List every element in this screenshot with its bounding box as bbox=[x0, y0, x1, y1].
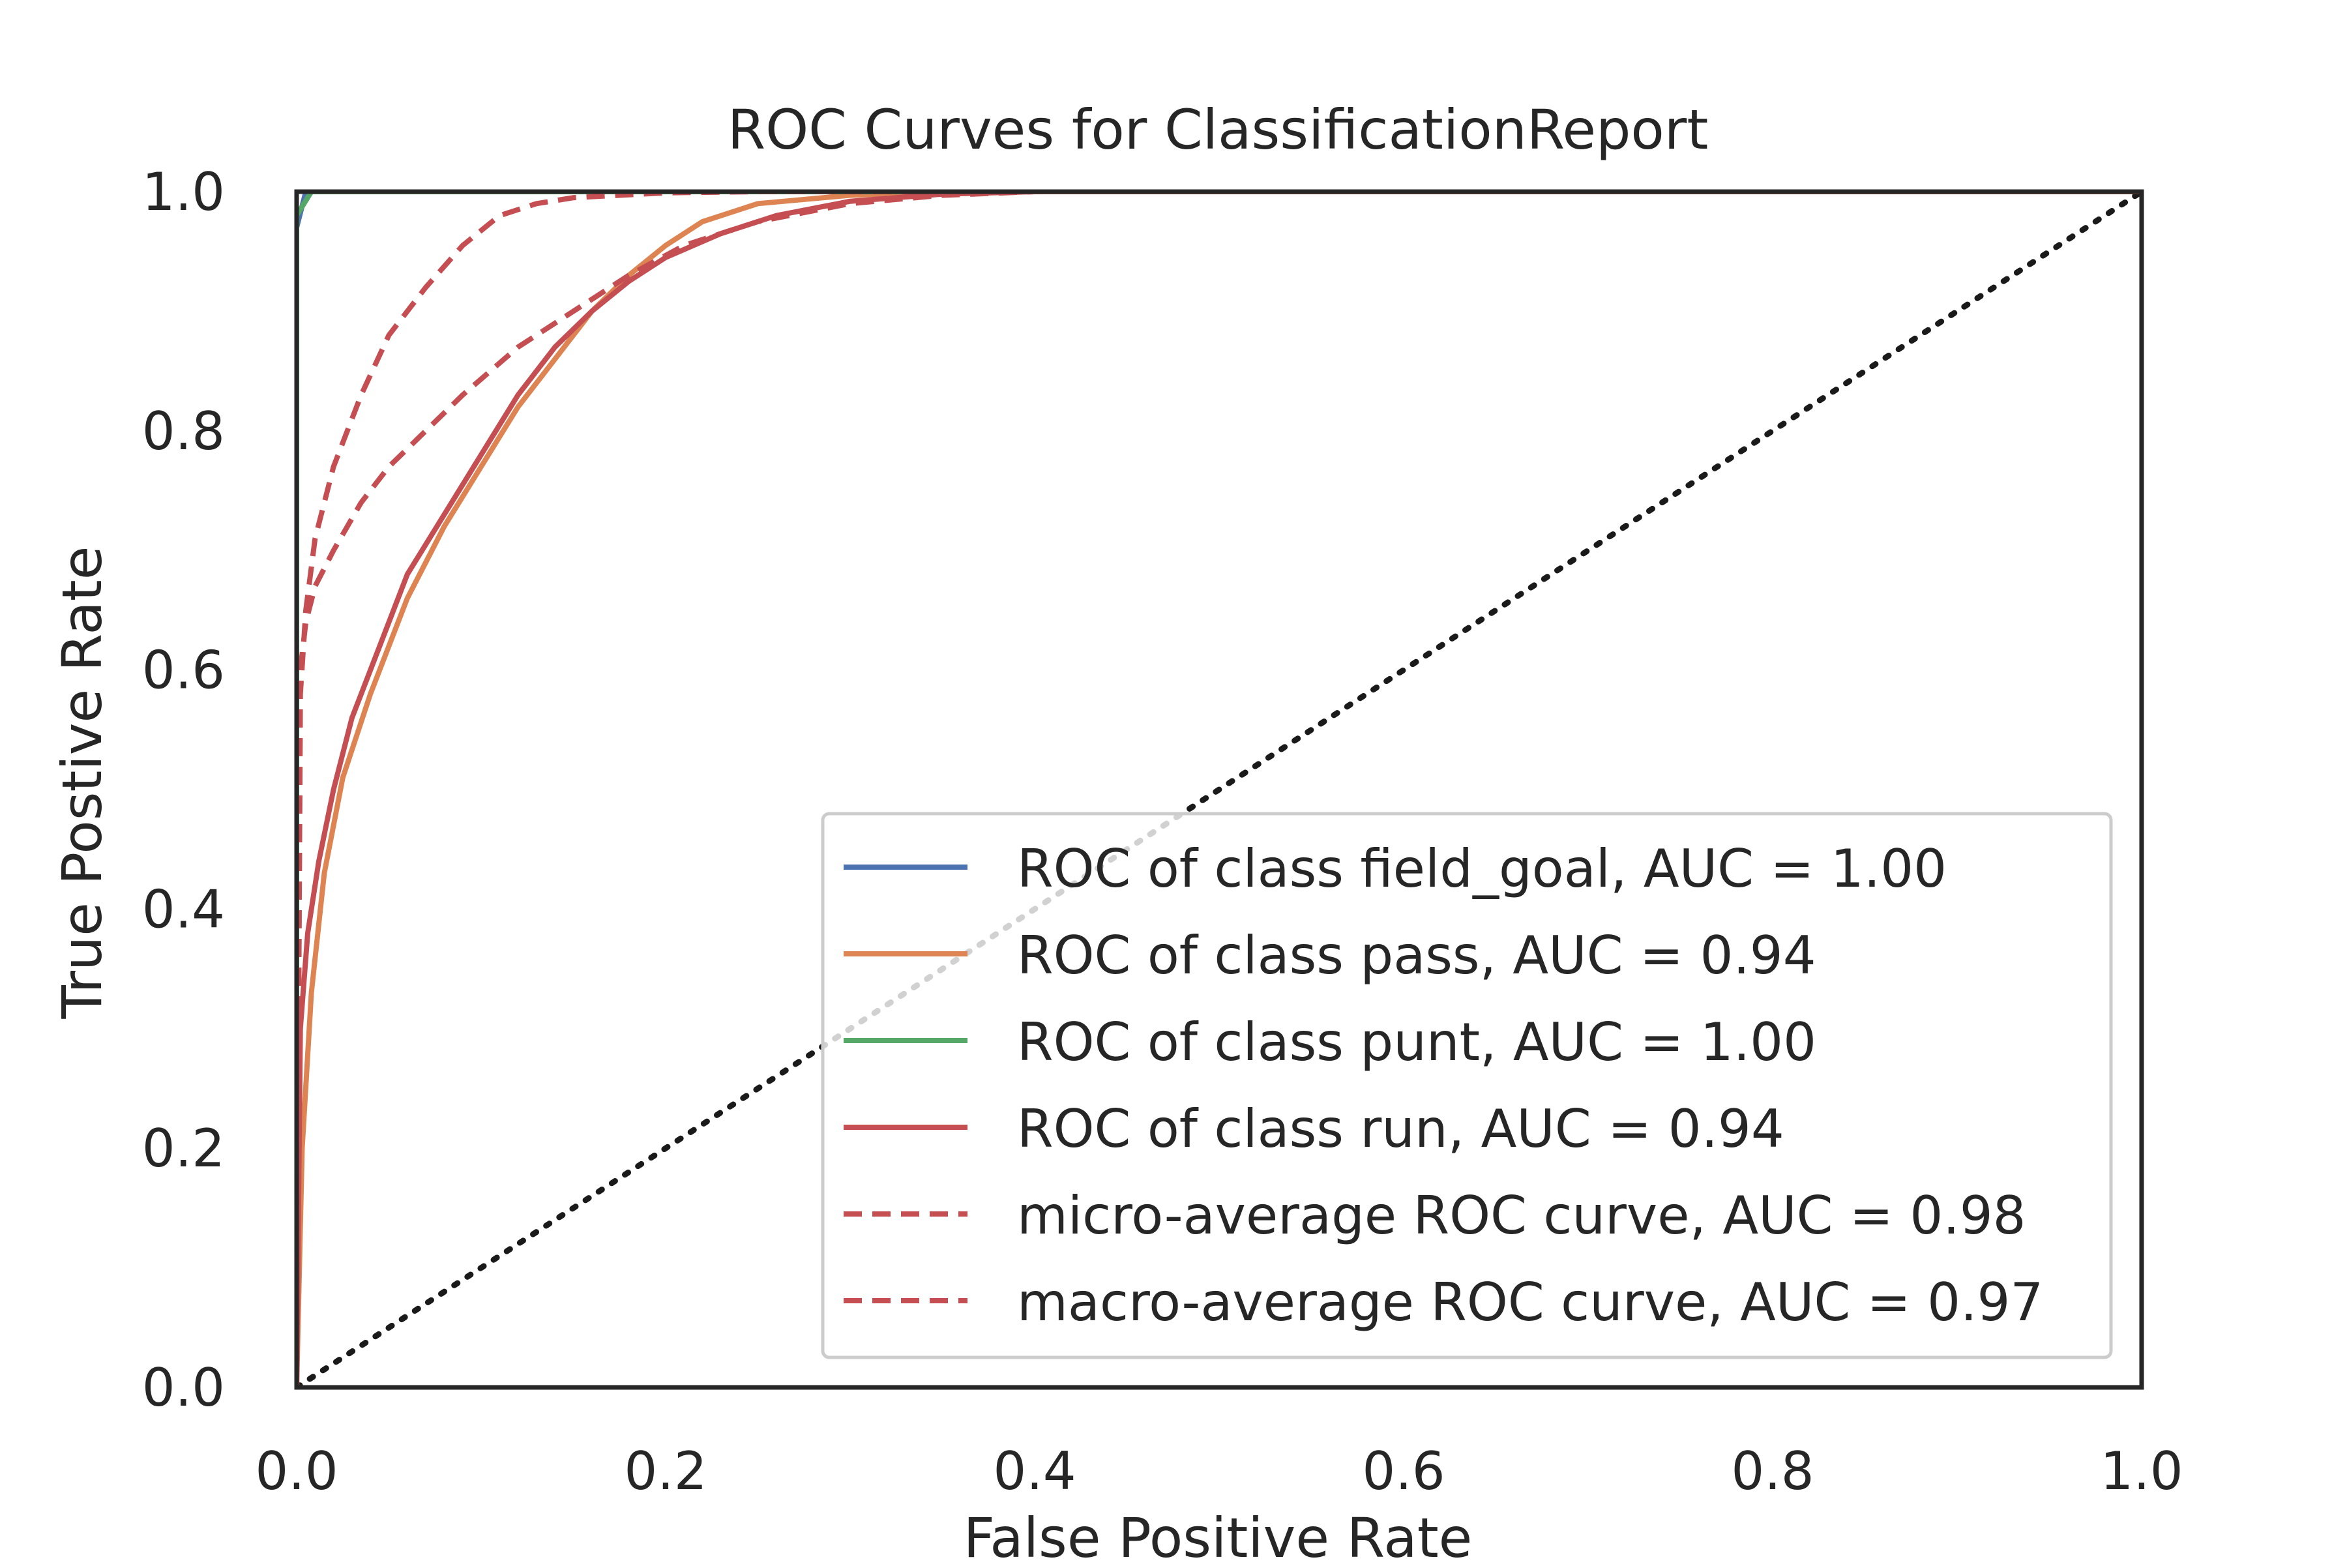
chance-diagonal-line bbox=[297, 192, 2142, 1387]
y-tick-label: 0.0 bbox=[142, 1357, 225, 1418]
x-axis-label: False Positive Rate bbox=[964, 1506, 1473, 1565]
axes-frame bbox=[294, 189, 2144, 1390]
series-line-macro-average-roc-curve-auc-0-97 bbox=[297, 192, 2142, 1387]
chart-title: ROC Curves for ClassificationReport bbox=[728, 98, 1709, 162]
legend-label-micro-average-roc-curve-auc-0-98: micro-average ROC curve, AUC = 0.98 bbox=[1017, 1185, 2026, 1246]
series-line-micro-average-roc-curve-auc-0-98 bbox=[297, 192, 2142, 1387]
y-tick-label: 0.8 bbox=[142, 401, 225, 462]
legend-label-roc-of-class-pass-auc-0-94: ROC of class pass, AUC = 0.94 bbox=[1017, 925, 1816, 986]
y-tick-label: 0.6 bbox=[142, 640, 225, 701]
x-tick-label: 0.8 bbox=[1731, 1441, 1814, 1501]
x-tick-label: 0.6 bbox=[1362, 1441, 1445, 1501]
plot-area bbox=[294, 189, 2144, 1390]
x-tick-label: 1.0 bbox=[2100, 1441, 2183, 1501]
x-tick-labels: 0.0 0.2 0.4 0.6 0.8 1.0 bbox=[255, 1441, 2183, 1501]
legend-label-macro-average-roc-curve-auc-0-97: macro-average ROC curve, AUC = 0.97 bbox=[1017, 1272, 2043, 1333]
x-tick-label: 0.4 bbox=[993, 1441, 1076, 1501]
y-tick-label: 1.0 bbox=[142, 162, 225, 222]
legend-box bbox=[821, 812, 2113, 1359]
legend-label-roc-of-class-run-auc-0-94: ROC of class run, AUC = 0.94 bbox=[1017, 1099, 1784, 1159]
x-tick-label: 0.2 bbox=[624, 1441, 707, 1501]
legend-label-roc-of-class-field-goal-auc-1-00: ROC of class field_goal, AUC = 1.00 bbox=[1017, 838, 1947, 899]
legend: ROC of class field_goal, AUC = 1.00 ROC o… bbox=[821, 812, 2113, 1359]
y-axis-label: True Postive Rate bbox=[50, 546, 114, 1020]
y-tick-labels: 0.0 0.2 0.4 0.6 0.8 1.0 bbox=[142, 162, 225, 1418]
series-line-roc-of-class-punt-auc-1-00 bbox=[297, 192, 2142, 1387]
y-tick-label: 0.2 bbox=[142, 1118, 225, 1179]
x-tick-label: 0.0 bbox=[255, 1441, 338, 1501]
y-tick-label: 0.4 bbox=[142, 879, 225, 939]
legend-label-roc-of-class-punt-auc-1-00: ROC of class punt, AUC = 1.00 bbox=[1017, 1012, 1816, 1072]
